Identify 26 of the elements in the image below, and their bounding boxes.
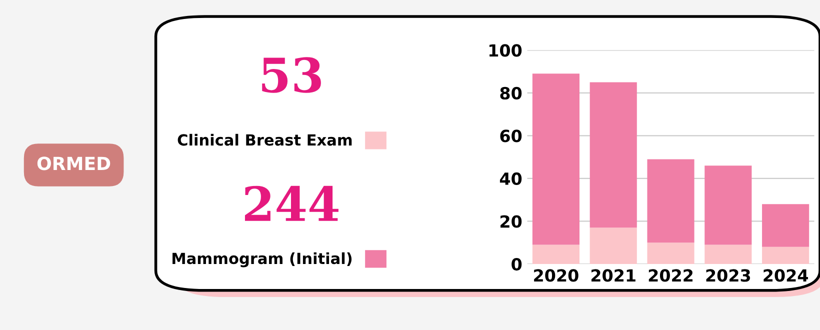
y-tick-label: 0	[512, 258, 522, 271]
text: ORMED	[37, 156, 110, 170]
x-tick-label: 2020	[534, 269, 578, 282]
bar	[532, 74, 580, 245]
legend-label: Mammogram (Initial)	[172, 252, 352, 268]
x-tick-label: 2024	[764, 269, 808, 282]
x-tick-label: 2021	[591, 269, 636, 282]
bar	[762, 246, 810, 264]
bar	[590, 228, 637, 264]
bar	[704, 166, 752, 245]
bar	[704, 244, 752, 264]
x-tick-label: 2022	[648, 269, 693, 282]
bar	[647, 159, 694, 243]
legend-label: Clinical Breast Exam	[178, 134, 352, 146]
y-tick-label: 20	[500, 215, 522, 228]
y-tick-label: 40	[500, 172, 522, 186]
y-tick-label: 100	[489, 44, 522, 57]
text: 53	[262, 57, 321, 93]
text: 244	[244, 186, 338, 221]
y-tick-label: 60	[500, 130, 522, 142]
x-tick-label: 2023	[706, 269, 750, 282]
bar	[647, 242, 694, 264]
bar	[590, 82, 637, 228]
bar	[762, 204, 810, 247]
bar	[532, 244, 580, 264]
y-tick-label: 80	[500, 86, 522, 100]
